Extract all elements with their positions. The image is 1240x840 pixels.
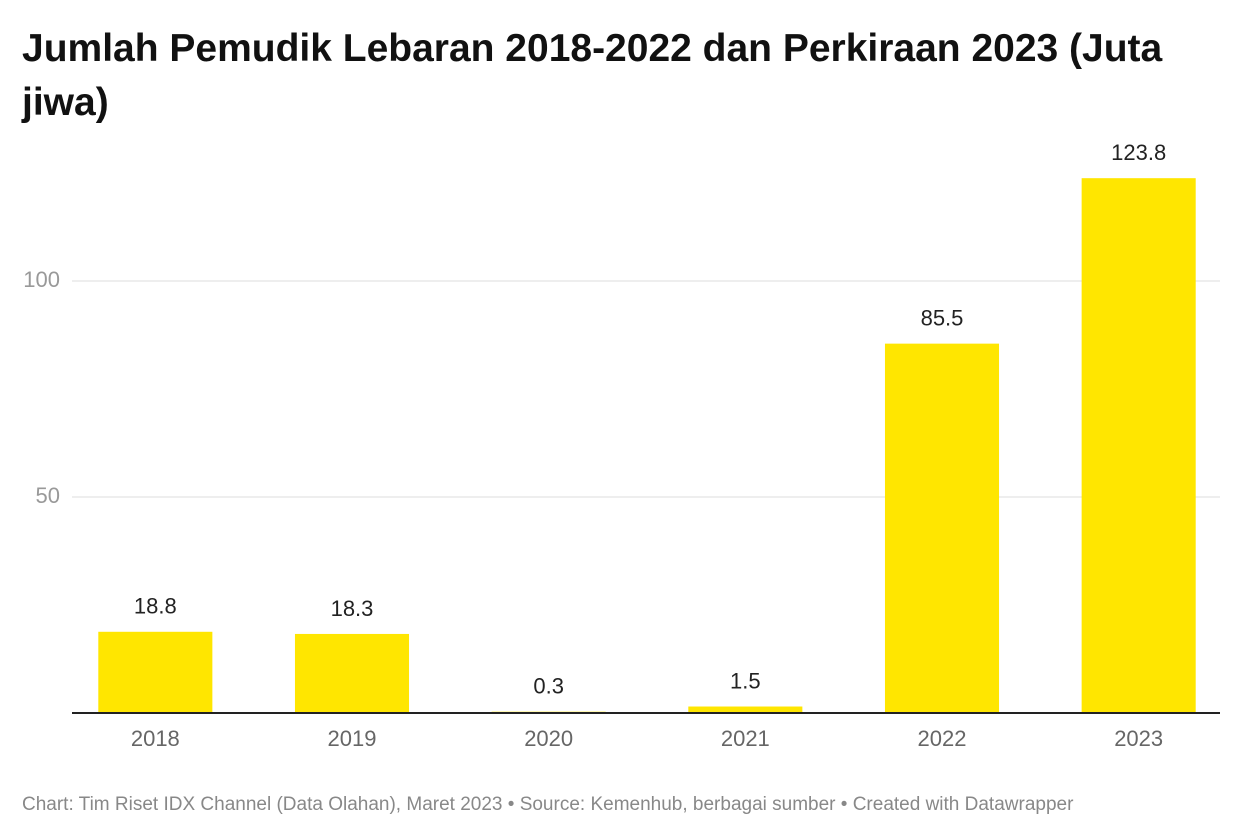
value-label: 0.3 — [533, 674, 564, 699]
y-tick-label: 50 — [36, 483, 60, 508]
footer: Chart: Tim Riset IDX Channel (Data Olaha… — [22, 794, 1074, 815]
x-tick-label: 2021 — [721, 726, 770, 751]
y-tick-label: 100 — [23, 267, 60, 292]
value-label: 18.8 — [134, 594, 177, 619]
value-label: 18.3 — [331, 596, 374, 621]
value-label: 85.5 — [921, 305, 964, 330]
value-label: 123.8 — [1111, 140, 1166, 165]
value-label: 1.5 — [730, 668, 761, 693]
x-tick-label: 2019 — [328, 726, 377, 751]
x-tick-label: 2020 — [524, 726, 573, 751]
x-tick-label: 2018 — [131, 726, 180, 751]
bar — [884, 343, 1000, 713]
bar — [98, 631, 213, 713]
bar — [294, 633, 410, 713]
x-tick-label: 2022 — [918, 726, 967, 751]
bar — [688, 706, 803, 713]
x-tick-label: 2023 — [1114, 726, 1163, 751]
bar — [1081, 178, 1196, 713]
chart-title: Jumlah Pemudik Lebaran 2018-2022 dan Per… — [22, 27, 1163, 124]
